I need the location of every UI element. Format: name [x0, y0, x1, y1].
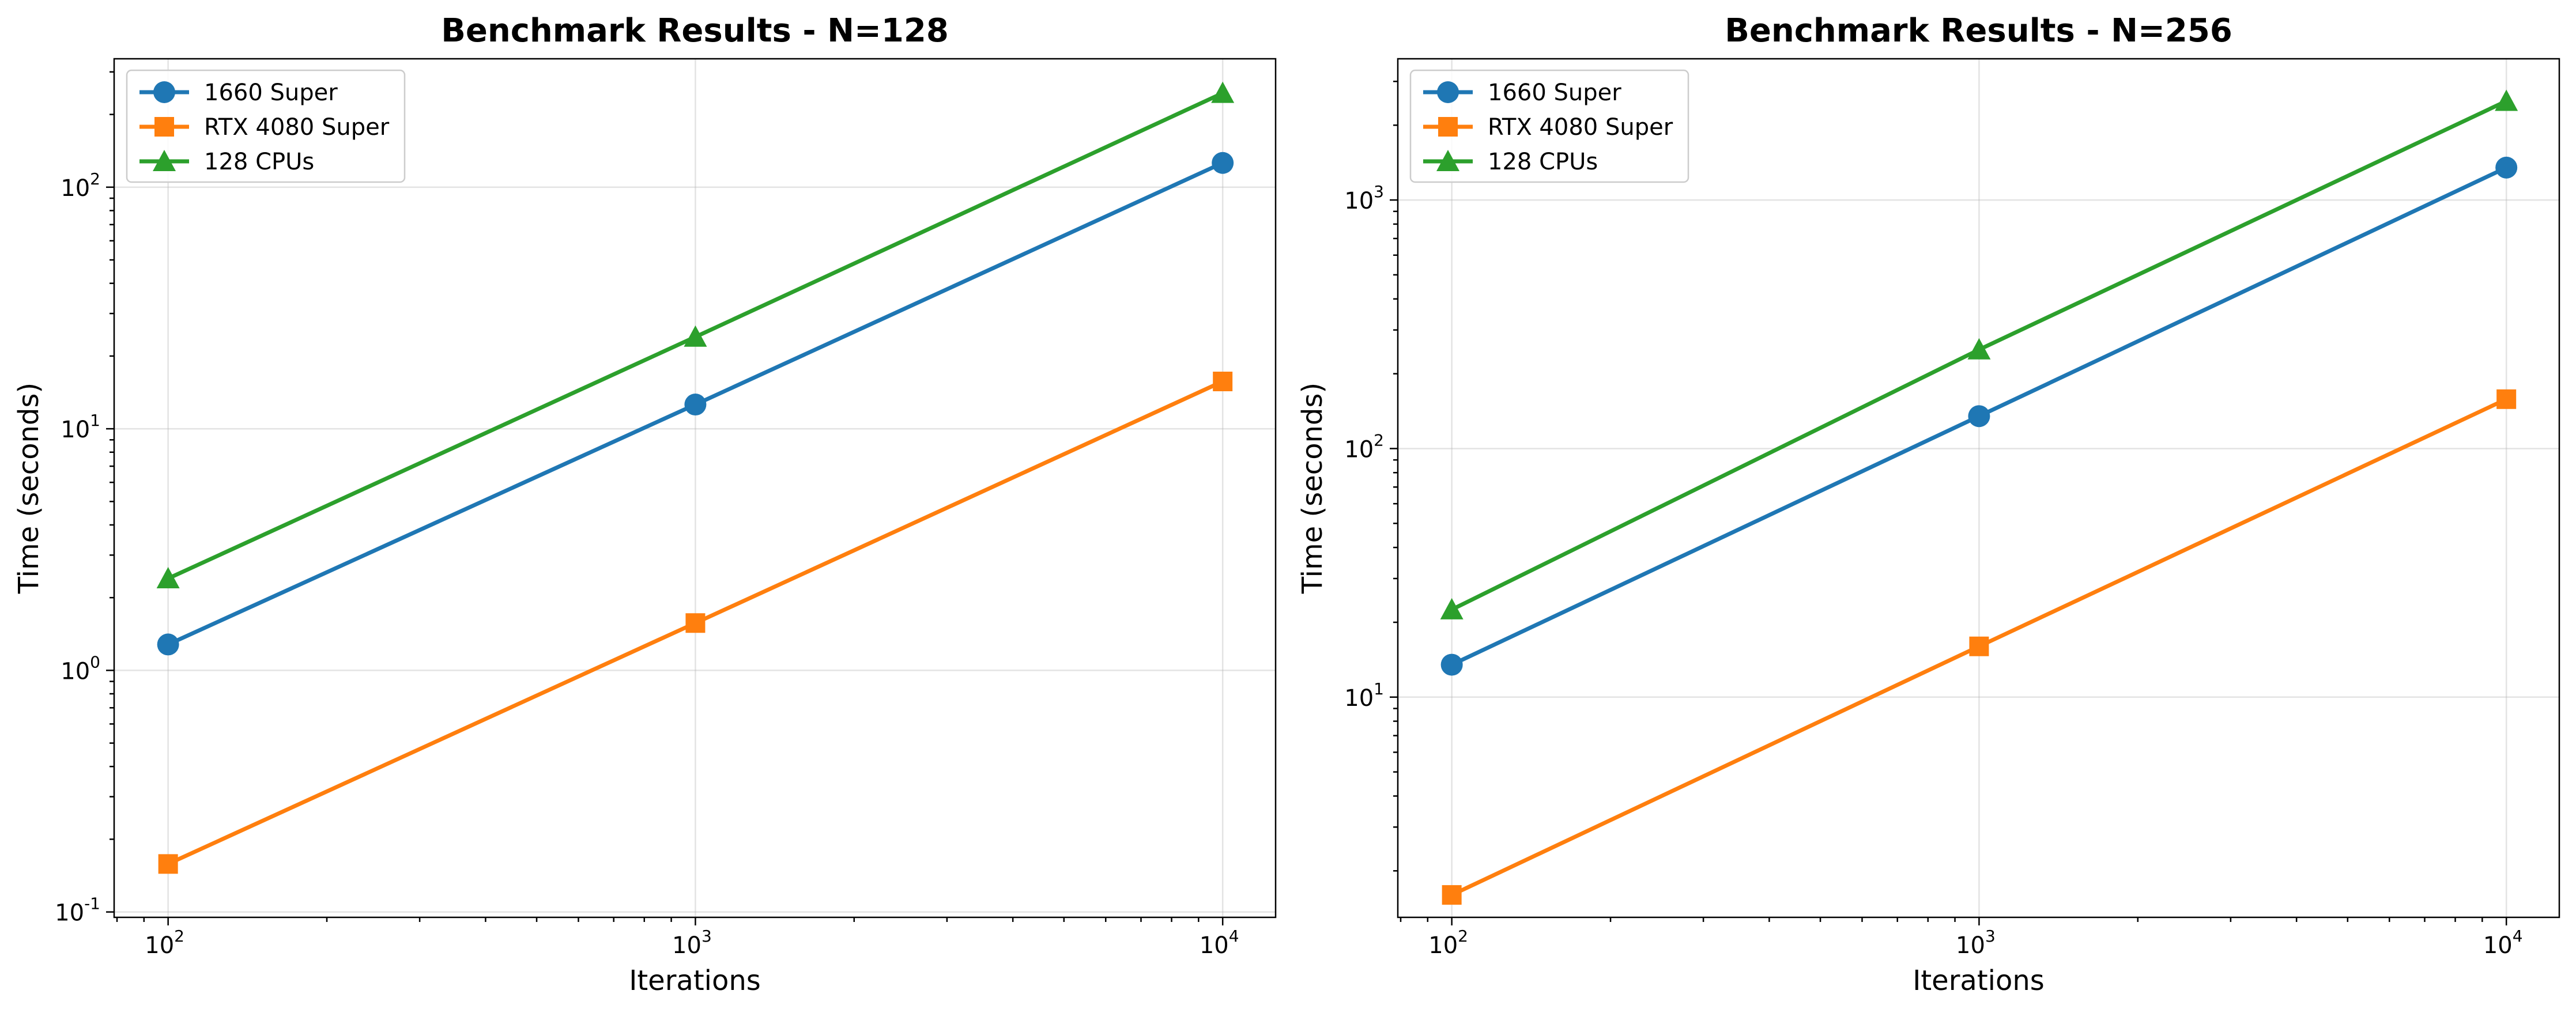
series-rtx-4080-super [158, 371, 1233, 874]
data-point [1440, 653, 1463, 676]
y-axis-label: Time (seconds) [13, 383, 45, 594]
data-point [2495, 156, 2518, 179]
legend-label: 128 CPUs [1488, 149, 1598, 175]
legend-marker [153, 81, 175, 103]
data-point [158, 854, 178, 874]
tick-labels: 102 103 104 101 102 103 [1344, 182, 2522, 959]
legend: 1660 Super RTX 4080 Super 128 CPUs [126, 69, 406, 183]
tick-labels: 102 103 104 10-1 100 101 102 [55, 169, 1239, 959]
legend-item: 128 CPUs [139, 149, 314, 175]
legend-label: 128 CPUs [204, 149, 314, 175]
x-axis-label: Iterations [629, 965, 761, 997]
chart-title: Benchmark Results - N=128 [441, 12, 949, 50]
legend-box [126, 69, 406, 183]
data-point [1213, 371, 1233, 391]
legend-item: RTX 4080 Super [1423, 114, 1673, 141]
chart-panel-n128: 102 103 104 10-1 100 101 102 Benchmark Results … [13, 12, 1277, 997]
x-tick-label: 103 [1956, 927, 1996, 959]
legend-marker [154, 117, 174, 137]
data-point [157, 633, 179, 656]
data-point [1212, 152, 1234, 174]
data-point [684, 325, 707, 347]
grid [114, 59, 1276, 917]
axis-ticks [1390, 81, 2507, 925]
data-point [156, 566, 180, 588]
data-point [1967, 338, 1991, 360]
legend-marker [1436, 150, 1459, 171]
x-tick-label: 104 [1200, 927, 1239, 959]
y-tick-label: 102 [61, 169, 100, 202]
legend-marker [1437, 81, 1459, 103]
data-point [2496, 389, 2517, 409]
plot-frame [1397, 58, 2560, 918]
legend-label: RTX 4080 Super [204, 114, 390, 141]
data-point [684, 394, 707, 416]
chart-panel-n256: 102 103 104 101 102 103 Benchmark Results - N=… [1296, 12, 2560, 997]
legend-item: RTX 4080 Super [139, 114, 390, 141]
x-axis-label: Iterations [1913, 965, 2045, 997]
y-tick-label: 100 [61, 652, 100, 685]
legend-label: RTX 4080 Super [1488, 114, 1673, 141]
legend: 1660 Super RTX 4080 Super 128 CPUs [1409, 69, 1689, 183]
data-point [1968, 405, 1990, 428]
legend-box [1409, 69, 1689, 183]
legend-label: 1660 Super [1488, 80, 1621, 106]
data-point [2495, 89, 2518, 111]
data-point [1969, 636, 1989, 656]
legend-marker [153, 150, 176, 171]
series-1660-super [1440, 156, 2518, 676]
legend-item: 1660 Super [1423, 80, 1621, 106]
legend-label: 1660 Super [204, 80, 338, 106]
chart-title: Benchmark Results - N=256 [1725, 12, 2232, 50]
legend-item: 1660 Super [139, 80, 338, 106]
series-rtx-4080-super [1442, 389, 2517, 905]
series-128-cpus [1440, 89, 2518, 619]
grid [1398, 59, 2559, 917]
x-tick-label: 104 [2483, 927, 2523, 959]
y-tick-label: 10-1 [55, 894, 100, 927]
legend-marker [1438, 117, 1458, 137]
data-point [1211, 81, 1235, 103]
y-tick-label: 102 [1344, 430, 1384, 463]
x-tick-label: 102 [145, 927, 184, 959]
axis-ticks [106, 71, 1224, 925]
y-tick-label: 101 [61, 411, 100, 443]
legend-item: 128 CPUs [1423, 149, 1598, 175]
series-128-cpus [156, 81, 1235, 588]
x-tick-label: 102 [1428, 927, 1468, 959]
y-axis-label: Time (seconds) [1296, 383, 1329, 594]
data-point [1440, 598, 1464, 619]
y-tick-label: 103 [1344, 182, 1384, 214]
y-tick-label: 101 [1344, 679, 1384, 712]
plot-frame [113, 58, 1277, 918]
series-1660-super [157, 152, 1234, 656]
data-point [1442, 885, 1462, 905]
x-tick-label: 103 [672, 927, 712, 959]
data-point [685, 613, 706, 633]
